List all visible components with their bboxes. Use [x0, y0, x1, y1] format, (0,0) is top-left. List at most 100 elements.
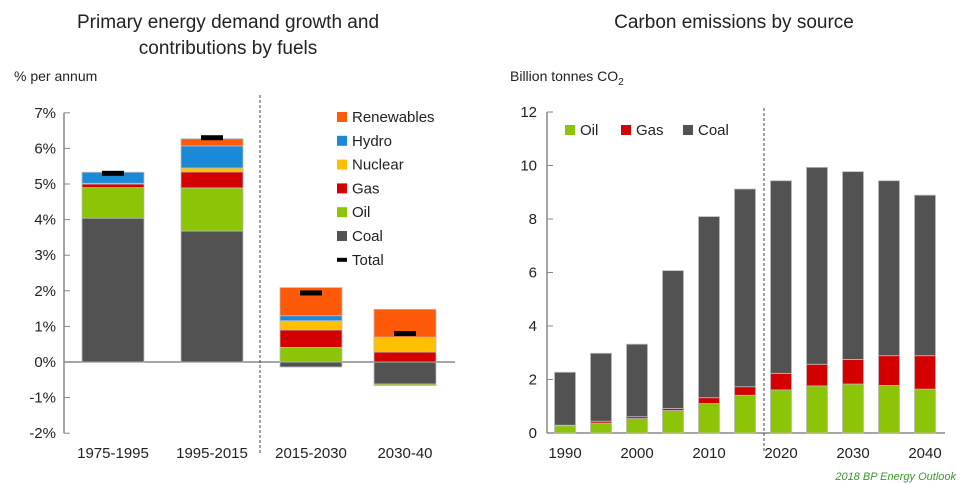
left-bar-coal — [180, 230, 244, 363]
left-total-marker — [201, 135, 223, 141]
right-xtick-label: 2010 — [692, 445, 725, 462]
right-bar-oil — [590, 422, 612, 434]
right-ytick-label: 6 — [529, 265, 537, 282]
left-title-line2: contributions by fuels — [139, 38, 318, 59]
right-ylabel: Billion tonnes CO2 — [510, 68, 624, 88]
right-title: Carbon emissions by source — [614, 12, 854, 33]
right-bar-oil — [734, 394, 756, 434]
left-total-marker — [394, 331, 416, 337]
left-ytick-label: -1% — [29, 390, 56, 407]
right-legend-label-gas: Gas — [636, 122, 664, 139]
left-bar-gas — [81, 183, 145, 188]
right-bar-gas — [914, 355, 936, 390]
right-bar-coal — [914, 194, 936, 357]
right-bar-coal — [770, 180, 792, 374]
left-bar-gas — [180, 171, 244, 189]
legend-label-nuclear: Nuclear — [352, 157, 404, 174]
legend-swatch-renewables — [337, 112, 347, 122]
left-bar-oil — [373, 383, 437, 386]
right-legend-swatch-oil — [565, 125, 575, 135]
left-xtick-label: 1975-1995 — [77, 445, 149, 462]
left-ytick-label: 7% — [34, 105, 56, 122]
legend-swatch-hydro — [337, 135, 347, 146]
right-bar-coal — [626, 343, 648, 418]
right-bar-coal — [662, 270, 684, 409]
right-xtick-label: 2020 — [764, 445, 797, 462]
right-bar-oil — [770, 389, 792, 434]
right-bar-coal — [842, 171, 864, 360]
right-bar-coal — [554, 371, 576, 426]
left-xtick-label: 1995-2015 — [176, 445, 248, 462]
right-bar-gas — [842, 359, 864, 385]
right-bar-gas — [806, 363, 828, 387]
left-total-marker — [102, 170, 124, 176]
right-bar-oil — [698, 403, 720, 434]
right-xtick-label: 2030 — [836, 445, 869, 462]
left-bar-nuclear — [180, 167, 244, 173]
right-bar-oil — [914, 388, 936, 434]
left-total-marker — [300, 290, 322, 296]
right-ytick-label: 2 — [529, 372, 537, 389]
left-ytick-label: 2% — [34, 283, 56, 300]
right-bar-oil — [662, 410, 684, 434]
left-ytick-label: 5% — [34, 176, 56, 193]
left-bar-nuclear — [373, 336, 437, 353]
left-ylabel: % per annum — [14, 68, 97, 84]
left-bar-gas — [373, 351, 437, 363]
left-bar-coal — [81, 217, 145, 363]
left-ytick-label: 3% — [34, 247, 56, 264]
legend-swatch-total — [337, 257, 347, 262]
right-bar-gas — [770, 372, 792, 391]
left-ytick-label: 1% — [34, 318, 56, 335]
left-bar-oil — [279, 347, 343, 363]
left-bar-oil — [81, 187, 145, 219]
right-xtick-label: 2000 — [620, 445, 653, 462]
left-bar-nuclear — [279, 320, 343, 331]
right-xtick-label: 2040 — [908, 445, 941, 462]
left-ytick-label: 0% — [34, 354, 56, 371]
legend-label-gas: Gas — [352, 180, 380, 197]
right-bar-coal — [698, 216, 720, 399]
legend-swatch-nuclear — [337, 159, 347, 170]
right-bar-oil — [806, 385, 828, 434]
legend-label-hydro: Hydro — [352, 133, 392, 150]
left-ytick-label: 4% — [34, 212, 56, 229]
right-bar-coal — [878, 180, 900, 357]
left-bar-hydro — [180, 145, 244, 169]
right-legend-label-oil: Oil — [580, 122, 598, 139]
left-bar-gas — [279, 329, 343, 348]
legend-swatch-gas — [337, 183, 347, 194]
right-ytick-label: 8 — [529, 211, 537, 228]
right-bar-coal — [806, 166, 828, 365]
left-title-line1: Primary energy demand growth and — [77, 12, 379, 33]
left-bar-coal — [279, 361, 343, 368]
right-bar-oil — [626, 418, 648, 434]
legend-label-renewables: Renewables — [352, 109, 435, 126]
right-bar-gas — [698, 397, 720, 404]
right-legend-label-coal: Coal — [698, 122, 729, 139]
footer-source: 2018 BP Energy Outlook — [834, 471, 956, 483]
left-bar-oil — [180, 187, 244, 232]
left-xtick-label: 2015-2030 — [275, 445, 347, 462]
right-bar-oil — [878, 384, 900, 434]
right-ytick-label: 10 — [520, 158, 537, 175]
right-bar-gas — [734, 386, 756, 396]
right-xtick-label: 1990 — [548, 445, 581, 462]
legend-label-total: Total — [352, 252, 384, 269]
left-ytick-label: 6% — [34, 140, 56, 157]
legend-label-coal: Coal — [352, 228, 383, 245]
right-bar-coal — [590, 352, 612, 422]
right-ytick-label: 12 — [520, 104, 537, 121]
right-legend-swatch-coal — [683, 125, 693, 135]
left-bar-coal — [373, 361, 437, 385]
right-legend-swatch-gas — [621, 125, 631, 135]
legend-label-oil: Oil — [352, 204, 370, 221]
right-ytick-label: 0 — [529, 425, 537, 442]
right-ytick-label: 4 — [529, 318, 537, 335]
left-bar-hydro — [279, 315, 343, 322]
right-bar-oil — [554, 425, 576, 434]
legend-swatch-coal — [337, 231, 347, 241]
left-ytick-label: -2% — [29, 425, 56, 442]
right-bar-oil — [842, 383, 864, 434]
